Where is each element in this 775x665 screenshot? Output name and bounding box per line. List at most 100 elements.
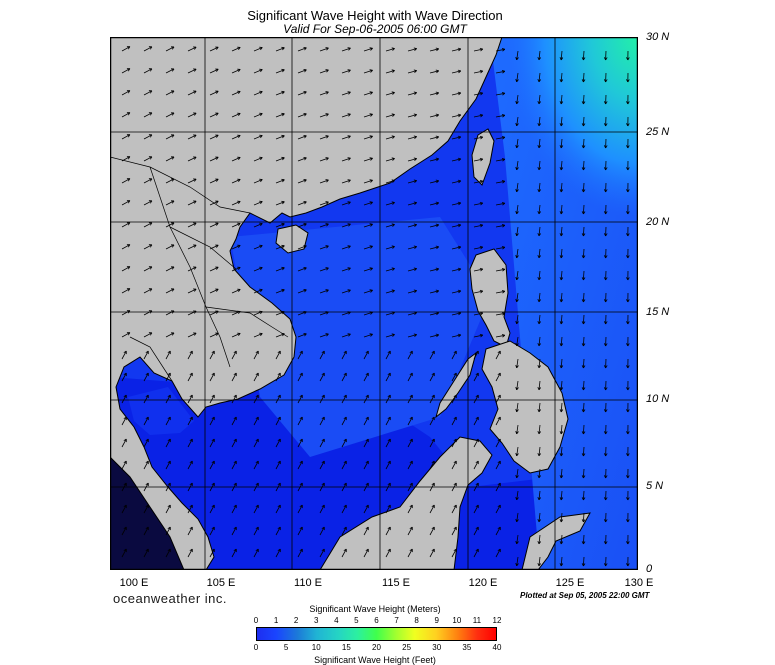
- wave-arrow-head: [123, 416, 127, 420]
- wave-arrow: [385, 114, 395, 118]
- wave-arrow-head: [436, 224, 439, 228]
- wave-arrow-head: [583, 409, 586, 413]
- wave-arrow-head: [325, 245, 329, 247]
- wave-arrow-head: [326, 91, 329, 95]
- wave-arrow-head: [260, 135, 263, 139]
- wave-arrow-head: [516, 79, 519, 83]
- wave-arrow: [297, 113, 307, 118]
- wave-arrow-head: [282, 267, 285, 271]
- legend-meter-tick: 2: [293, 616, 299, 625]
- wave-arrow: [516, 534, 519, 544]
- wave-arrow-head: [581, 167, 584, 171]
- wave-arrow-head: [392, 334, 395, 337]
- wave-arrow-head: [501, 290, 505, 292]
- wave-arrow-head: [391, 135, 395, 137]
- wave-arrow-head: [497, 438, 501, 442]
- wave-arrow-head: [559, 519, 562, 523]
- wave-arrow-head: [171, 266, 175, 270]
- wave-arrow-head: [436, 92, 439, 96]
- wave-arrow: [583, 182, 585, 193]
- wave-arrow-head: [127, 332, 131, 336]
- wave-arrow: [495, 416, 501, 426]
- wave-arrow-head: [603, 453, 606, 457]
- wave-arrow-head: [325, 113, 329, 115]
- wave-arrow-head: [458, 180, 462, 184]
- wave-arrow: [275, 526, 281, 536]
- wave-arrow: [165, 460, 171, 470]
- wave-arrow-head: [325, 135, 329, 137]
- wave-arrow: [187, 46, 197, 52]
- wave-arrow: [341, 289, 351, 294]
- wave-arrow-head: [189, 372, 193, 376]
- wave-arrow: [495, 526, 501, 536]
- wave-arrow-head: [516, 343, 519, 347]
- wave-arrow-head: [260, 333, 263, 337]
- wave-arrow-head: [347, 201, 351, 203]
- wave-arrow-head: [145, 350, 149, 354]
- wave-arrow-head: [260, 267, 263, 271]
- wave-arrow-head: [626, 299, 629, 303]
- wave-arrow: [319, 91, 329, 96]
- wave-arrow-head: [480, 334, 484, 338]
- wave-arrow-head: [431, 438, 435, 442]
- country-borders: [110, 156, 289, 382]
- wave-arrow: [209, 372, 215, 382]
- wave-arrow-head: [149, 156, 153, 160]
- legend-feet-tick: 0: [253, 643, 259, 652]
- wave-arrow: [385, 312, 395, 316]
- wave-arrow: [209, 68, 219, 74]
- wave-arrow-head: [391, 69, 395, 71]
- wave-arrow: [209, 90, 219, 96]
- wave-arrow-head: [149, 200, 153, 204]
- wave-arrow: [319, 223, 329, 228]
- wave-arrow-head: [560, 233, 564, 237]
- wave-arrow-head: [304, 179, 307, 183]
- wave-arrow-head: [458, 290, 462, 294]
- wave-arrow-head: [413, 69, 417, 71]
- wave-arrow: [363, 289, 373, 294]
- wave-arrow: [253, 333, 263, 338]
- wave-arrow-head: [391, 245, 395, 247]
- wave-arrow-head: [480, 268, 484, 272]
- wave-arrow-head: [347, 179, 351, 181]
- wave-arrow: [165, 200, 175, 206]
- wave-arrow-head: [457, 157, 461, 160]
- wave-arrow-head: [436, 180, 439, 184]
- wave-arrow-head: [581, 123, 584, 127]
- wave-arrow-head: [516, 255, 519, 259]
- wave-arrow-head: [189, 394, 193, 398]
- wave-arrow-head: [409, 372, 413, 376]
- wave-arrow: [121, 244, 131, 250]
- wave-arrow-head: [435, 201, 439, 204]
- wave-arrow-head: [194, 46, 197, 50]
- wave-arrow: [165, 416, 171, 426]
- wave-arrow-head: [255, 460, 259, 464]
- wave-arrow-head: [127, 178, 131, 182]
- wave-arrow: [429, 290, 439, 294]
- wave-arrow-head: [626, 497, 629, 501]
- wave-arrow-head: [369, 47, 373, 49]
- wave-arrow-head: [299, 548, 303, 552]
- wave-arrow-head: [581, 189, 584, 193]
- wave-arrow-head: [321, 526, 325, 530]
- wave-arrow-head: [501, 48, 505, 50]
- wave-arrow-head: [515, 188, 518, 193]
- wave-arrow: [560, 292, 563, 303]
- wave-arrow: [516, 292, 519, 302]
- wave-arrow: [363, 333, 373, 338]
- legend-meter-tick: 4: [334, 616, 339, 625]
- wave-arrow-head: [559, 189, 562, 193]
- wave-arrow-head: [369, 333, 373, 335]
- wave-arrow-head: [391, 333, 395, 335]
- wave-arrow-head: [211, 460, 215, 464]
- wave-arrow-head: [583, 101, 586, 105]
- wave-arrow-head: [458, 48, 462, 52]
- wave-arrow: [165, 310, 175, 316]
- wave-arrow-head: [216, 112, 219, 116]
- wave-arrow: [143, 332, 153, 338]
- wave-arrow-head: [321, 438, 325, 442]
- wave-arrow-head: [325, 267, 329, 269]
- wave-arrow: [231, 504, 237, 514]
- wave-arrow-head: [603, 255, 606, 259]
- wave-arrow-head: [409, 460, 413, 464]
